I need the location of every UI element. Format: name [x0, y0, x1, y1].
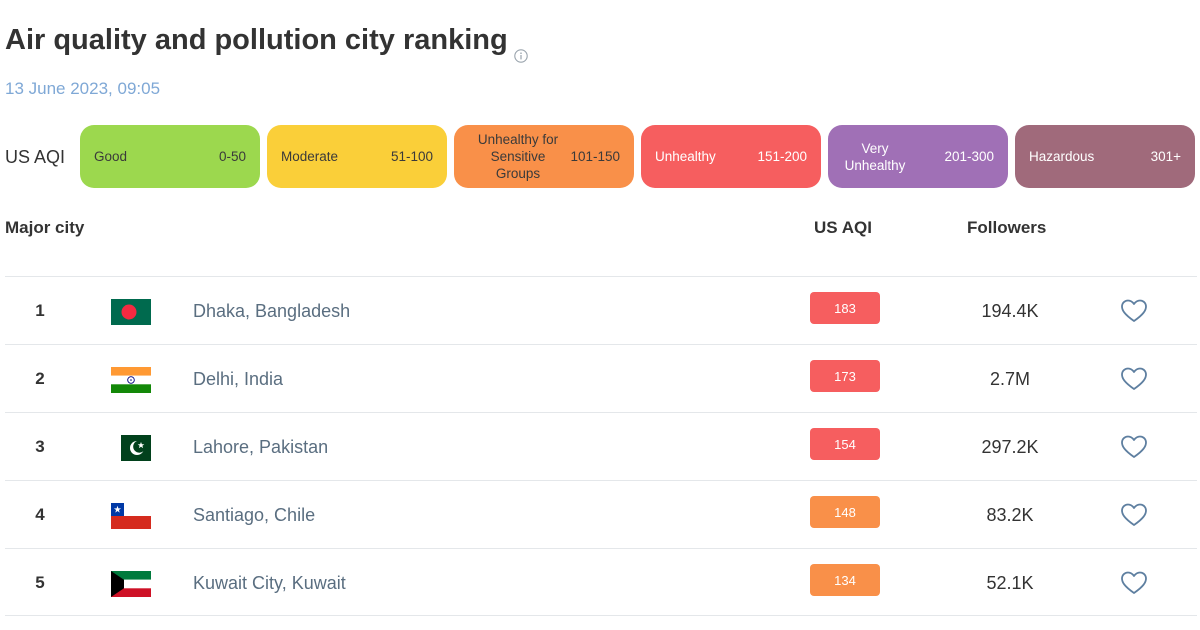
- table-row[interactable]: 2 Delhi, India 173 2.7M: [5, 344, 1197, 412]
- table-row[interactable]: 5 Kuwait City, Kuwait 134 52.1K: [5, 548, 1197, 616]
- rank-number: 5: [35, 573, 45, 592]
- legend-chip-moderate: Moderate 51-100: [267, 125, 447, 188]
- legend-chip-unhealthy: Unhealthy 151-200: [641, 125, 821, 188]
- legend-chip-unhealthy-sensitive: Unhealthy for Sensitive Groups 101-150: [454, 125, 634, 188]
- legend-label: US AQI: [5, 147, 66, 167]
- info-icon[interactable]: [513, 38, 528, 63]
- aqi-badge: 183: [810, 292, 880, 324]
- legend-chip-good: Good 0-50: [80, 125, 260, 188]
- aqi-badge: 154: [810, 428, 880, 460]
- followers-count: 194.4K: [981, 301, 1039, 321]
- page-title-text: Air quality and pollution city ranking: [5, 24, 508, 56]
- aqi-legend: Good 0-50 Moderate 51-100 Unhealthy for …: [80, 125, 1195, 188]
- heart-icon[interactable]: [1120, 434, 1148, 460]
- heart-icon[interactable]: [1120, 298, 1148, 324]
- rank-number: 2: [35, 369, 45, 388]
- city-link[interactable]: Delhi, India: [193, 369, 284, 389]
- city-link[interactable]: Lahore, Pakistan: [193, 437, 329, 457]
- rank-number: 4: [35, 505, 45, 524]
- column-header-aqi[interactable]: US AQI: [814, 218, 872, 237]
- ranking-table: 1 Dhaka, Bangladesh 183 194.4K 2 Delhi, …: [5, 276, 1197, 616]
- followers-count: 2.7M: [989, 369, 1031, 389]
- legend-chip-range: 101-150: [570, 149, 620, 164]
- legend-chip-name: Unhealthy for Sensitive Groups: [477, 132, 559, 181]
- legend-chip-name: Moderate: [281, 149, 339, 164]
- table-header: Major city US AQI Followers: [0, 218, 1200, 240]
- table-row[interactable]: 3 Lahore, Pakistan 154 297.2K: [5, 412, 1197, 480]
- followers-count: 83.2K: [986, 505, 1034, 525]
- page-title: Air quality and pollution city ranking: [5, 24, 528, 63]
- aqi-badge: 148: [810, 496, 880, 528]
- table-row[interactable]: 4 Santiago, Chile 148 83.2K: [5, 480, 1197, 548]
- chile-flag-icon: [111, 503, 151, 529]
- city-link[interactable]: Dhaka, Bangladesh: [193, 301, 351, 321]
- india-flag-icon: [111, 367, 151, 393]
- legend-chip-name: Hazardous: [1029, 149, 1095, 164]
- aqi-badge: 173: [810, 360, 880, 392]
- column-header-followers[interactable]: Followers: [967, 218, 1047, 237]
- city-link[interactable]: Santiago, Chile: [193, 505, 316, 525]
- timestamp: 13 June 2023, 09:05: [5, 79, 161, 98]
- heart-icon[interactable]: [1120, 502, 1148, 528]
- legend-chip-range: 0-50: [218, 149, 246, 164]
- legend-chip-hazardous: Hazardous 301+: [1015, 125, 1195, 188]
- city-link[interactable]: Kuwait City, Kuwait: [193, 573, 346, 593]
- legend-chip-range: 301+: [1150, 149, 1181, 164]
- bangladesh-flag-icon: [111, 299, 151, 325]
- followers-count: 52.1K: [986, 573, 1034, 593]
- column-header-city[interactable]: Major city: [5, 218, 85, 237]
- legend-chip-range: 151-200: [757, 149, 807, 164]
- legend-chip-name: Unhealthy: [655, 149, 716, 164]
- rank-number: 1: [35, 301, 45, 320]
- rank-number: 3: [35, 437, 45, 456]
- legend-chip-name: Very Unhealthy: [844, 140, 906, 173]
- legend-chip-very-unhealthy: Very Unhealthy 201-300: [828, 125, 1008, 188]
- followers-count: 297.2K: [981, 437, 1039, 457]
- heart-icon[interactable]: [1120, 570, 1148, 596]
- kuwait-flag-icon: [111, 571, 151, 597]
- heart-icon[interactable]: [1120, 366, 1148, 392]
- legend-chip-range: 51-100: [390, 149, 433, 164]
- table-row[interactable]: 1 Dhaka, Bangladesh 183 194.4K: [5, 276, 1197, 344]
- legend-chip-name: Good: [94, 149, 128, 164]
- legend-chip-range: 201-300: [944, 149, 994, 164]
- pakistan-flag-icon: [111, 435, 151, 461]
- aqi-badge: 134: [810, 564, 880, 596]
